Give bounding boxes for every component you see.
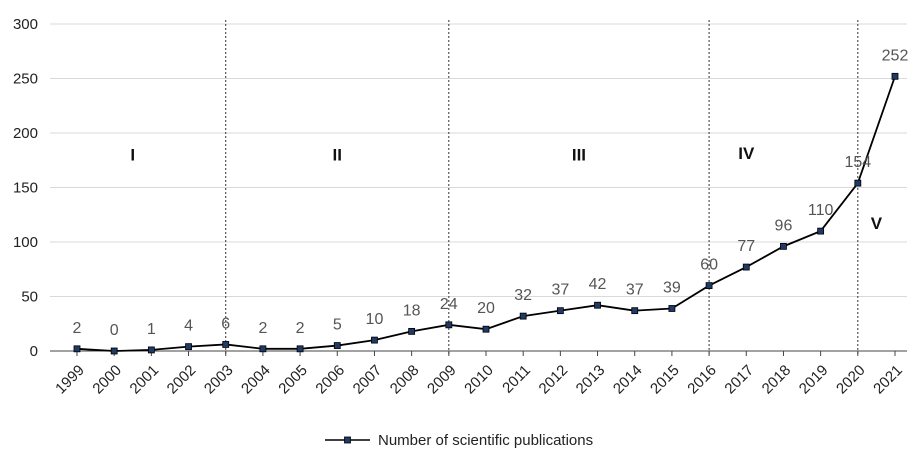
x-tick-label: 2011: [499, 362, 534, 397]
data-label: 77: [737, 238, 755, 255]
y-tick-label: 150: [13, 180, 38, 197]
data-point: [259, 345, 267, 353]
x-tick-label: 2003: [201, 362, 237, 398]
x-tick-label: 1999: [52, 362, 88, 398]
data-point: [742, 263, 750, 271]
data-point: [780, 242, 787, 250]
y-tick-label: 50: [21, 289, 38, 306]
data-label: 18: [403, 302, 421, 319]
data-label: 20: [477, 300, 495, 317]
data-label: 37: [626, 282, 644, 299]
series-publications: [73, 72, 899, 355]
data-point: [705, 282, 713, 290]
data-point: [147, 346, 155, 354]
period-label: I: [130, 145, 135, 164]
x-tick-label: 2005: [275, 362, 311, 398]
data-label: 10: [366, 311, 384, 328]
data-label: 5: [333, 317, 342, 334]
y-tick-label: 0: [30, 343, 38, 360]
period-dividers: [225, 20, 859, 356]
data-label: 2: [258, 320, 267, 337]
data-point: [631, 307, 639, 315]
x-tick-label: 2021: [870, 362, 906, 398]
data-label: 110: [808, 202, 834, 219]
data-point: [185, 343, 192, 351]
legend-marker: [344, 436, 351, 444]
x-tick-label: 2014: [610, 362, 646, 398]
data-point: [73, 345, 81, 353]
data-label: 252: [882, 47, 909, 64]
data-point: [371, 336, 378, 344]
data-label: 42: [589, 276, 607, 293]
y-axis: 0 50 100 150 200 250 300: [13, 16, 38, 360]
x-tick-label: 2006: [312, 362, 348, 398]
data-point: [482, 325, 490, 333]
data-point: [668, 305, 676, 312]
data-point: [445, 321, 453, 329]
x-tick-label: 2018: [759, 362, 795, 398]
period-label: IV: [738, 144, 755, 163]
period-label: II: [333, 145, 342, 164]
x-tick-label: 2002: [164, 362, 200, 398]
x-axis: 1999 2000 2001 2002 2003 2004 2005 2006 2007 2008…: [52, 351, 906, 397]
y-tick-label: 250: [13, 71, 38, 88]
x-tick-label: 2000: [89, 362, 125, 398]
data-label: 2: [73, 320, 82, 337]
grid-lines: [50, 23, 907, 352]
x-tick-label: 2008: [387, 362, 423, 398]
data-point: [408, 327, 416, 335]
x-tick-label: 2015: [647, 362, 683, 398]
data-point: [333, 342, 341, 349]
data-label: 37: [551, 282, 569, 299]
data-point: [854, 179, 862, 187]
data-label: 154: [844, 154, 871, 171]
legend-label: Number of scientific publications: [378, 432, 593, 449]
legend: Number of scientific publications: [325, 432, 593, 449]
data-label: 1: [147, 321, 156, 338]
x-tick-label: 2013: [573, 362, 609, 398]
data-label: 96: [775, 217, 793, 234]
data-point: [519, 312, 527, 320]
data-point: [222, 341, 230, 348]
period-label: V: [871, 214, 883, 233]
data-point: [594, 301, 601, 309]
period-labels: I II III IVV: [130, 144, 882, 233]
data-label: 2: [296, 320, 305, 337]
data-point: [891, 72, 899, 80]
x-tick-label: 2001: [127, 362, 163, 398]
data-label: 0: [110, 322, 119, 339]
x-tick-label: 2007: [350, 362, 386, 398]
data-point: [296, 345, 304, 353]
x-tick-label: 2019: [796, 362, 832, 398]
x-tick-label: 2009: [424, 362, 460, 398]
data-label: 39: [663, 279, 681, 296]
x-tick-label: 2020: [833, 362, 869, 398]
data-label: 4: [184, 318, 193, 335]
data-label: 24: [440, 296, 458, 313]
x-tick-label: 2012: [536, 362, 572, 398]
period-label: III: [572, 145, 586, 164]
y-tick-label: 100: [13, 234, 38, 251]
data-label: 32: [514, 287, 532, 304]
x-tick-label: 2017: [721, 362, 757, 398]
data-point: [556, 307, 564, 315]
y-tick-label: 200: [13, 125, 38, 142]
data-label: 6: [221, 315, 230, 332]
data-label: 60: [700, 257, 718, 274]
data-point: [817, 227, 825, 235]
x-tick-label: 2004: [238, 362, 274, 398]
x-tick-label: 2016: [684, 362, 720, 398]
data-point: [110, 347, 118, 355]
y-tick-label: 300: [13, 16, 38, 33]
x-tick-label: 2010: [461, 362, 497, 398]
